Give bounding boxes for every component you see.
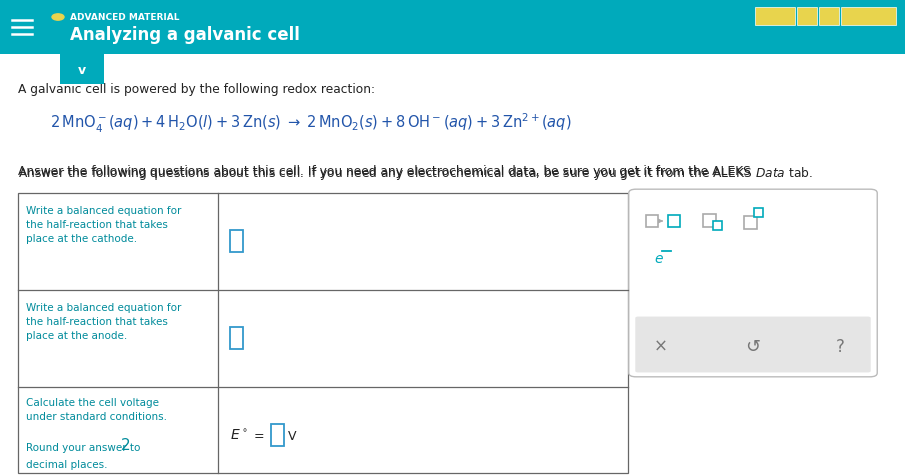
FancyBboxPatch shape <box>18 194 628 473</box>
Text: Write a balanced equation for
the half-reaction that takes
place at the anode.: Write a balanced equation for the half-r… <box>26 302 181 340</box>
Text: 2: 2 <box>121 437 130 452</box>
Text: $\mathit{E}\,^{\circ}$: $\mathit{E}\,^{\circ}$ <box>230 427 248 442</box>
Text: ↺: ↺ <box>746 337 760 355</box>
FancyBboxPatch shape <box>271 424 284 446</box>
Text: V: V <box>288 429 297 442</box>
FancyBboxPatch shape <box>646 216 658 228</box>
FancyBboxPatch shape <box>819 8 839 26</box>
Text: $\mathit{e}$: $\mathit{e}$ <box>654 251 664 266</box>
Text: Answer the following questions about this cell. If you need any electrochemical : Answer the following questions about thi… <box>18 165 755 178</box>
Circle shape <box>52 15 64 21</box>
Text: Analyzing a galvanic cell: Analyzing a galvanic cell <box>70 26 300 44</box>
Text: decimal places.: decimal places. <box>26 459 108 469</box>
Text: Write a balanced equation for
the half-reaction that takes
place at the cathode.: Write a balanced equation for the half-r… <box>26 206 181 244</box>
Text: ×: × <box>654 337 668 355</box>
Text: ADVANCED MATERIAL: ADVANCED MATERIAL <box>70 13 179 22</box>
Text: v: v <box>78 63 86 76</box>
FancyBboxPatch shape <box>703 215 716 228</box>
FancyBboxPatch shape <box>60 55 104 85</box>
Text: =: = <box>254 429 264 442</box>
FancyBboxPatch shape <box>797 8 817 26</box>
Text: Answer the following questions about this cell. If you need any electrochemical : Answer the following questions about thi… <box>18 165 813 182</box>
FancyBboxPatch shape <box>755 8 795 26</box>
FancyBboxPatch shape <box>744 217 757 229</box>
Text: Round your answer to: Round your answer to <box>26 442 144 452</box>
FancyBboxPatch shape <box>668 216 680 228</box>
FancyBboxPatch shape <box>713 221 722 230</box>
Text: Calculate the cell voltage
under standard conditions.: Calculate the cell voltage under standar… <box>26 397 167 421</box>
FancyBboxPatch shape <box>230 327 243 349</box>
FancyBboxPatch shape <box>754 208 763 218</box>
FancyBboxPatch shape <box>635 317 871 373</box>
Text: $2\,\mathrm{MnO_4^-}(\mathit{aq}) + 4\,\mathrm{H_2O}(\mathit{l}) + 3\,\mathrm{Zn: $2\,\mathrm{MnO_4^-}(\mathit{aq}) + 4\,\… <box>50 112 572 135</box>
FancyBboxPatch shape <box>629 190 877 377</box>
FancyBboxPatch shape <box>841 8 896 26</box>
Text: A galvanic cell is powered by the following redox reaction:: A galvanic cell is powered by the follow… <box>18 83 375 96</box>
Text: ?: ? <box>835 337 844 355</box>
FancyBboxPatch shape <box>0 0 905 55</box>
FancyBboxPatch shape <box>230 230 243 252</box>
